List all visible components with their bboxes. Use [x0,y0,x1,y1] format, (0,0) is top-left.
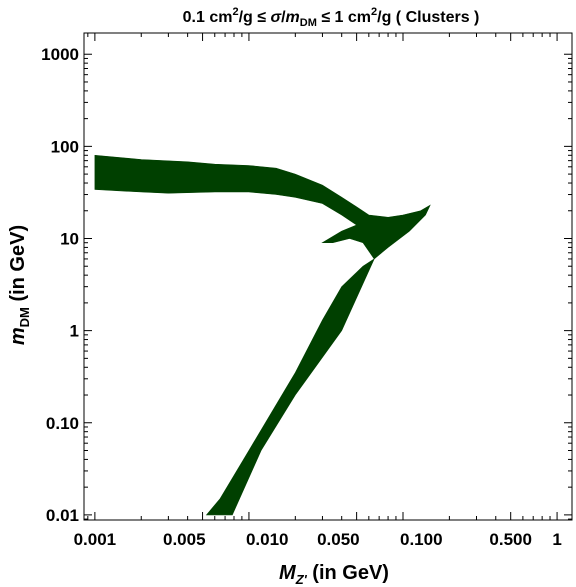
x-tick-label: 0.500 [489,530,532,549]
y-tick-label: 1 [70,322,79,341]
x-axis-title-symbol: M [279,562,297,584]
title-m: m [286,9,300,26]
y-axis-title-sub: DM [17,307,32,327]
allowed-region-lower [205,258,375,516]
x-tick-label: 1 [552,530,561,549]
y-tick-label: 0.01 [46,506,79,525]
y-tick-label: 1000 [41,45,79,64]
y-tick-label: 0.10 [46,414,79,433]
title-upper-exp: 2 [371,6,377,18]
x-axis: 0.001 0.005 0.010 0.050 0.100 0.500 1 [74,33,562,549]
y-axis-title: mDM (in GeV) [7,225,32,345]
title-m-sub: DM [300,17,317,29]
title-sigma: σ [270,9,282,26]
x-tick-label: 0.050 [317,530,360,549]
x-tick-label: 0.100 [400,530,443,549]
x-axis-title: MZ' (in GeV) [279,562,389,587]
y-axis: 0.01 0.10 1 10 100 1000 [41,45,572,525]
chart-title: 0.1 cm2/g ≤ σ/mDM ≤ 1 cm2/g ( Clusters ) [183,6,480,29]
y-axis-title-unit: (in GeV) [7,225,29,307]
title-le: ≤ 1 cm [317,9,371,26]
title-unit-a: /g ≤ [239,9,271,26]
x-tick-label: 0.010 [246,530,289,549]
plot-frame [83,32,573,521]
y-tick-label: 100 [51,137,79,156]
allowed-region-upper [94,154,431,260]
title-tail: /g ( Clusters ) [377,9,479,26]
plot-area [94,154,431,516]
title-lower: 0.1 cm [183,9,233,26]
x-axis-title-sub: Z' [295,572,308,587]
y-axis-title-symbol: m [7,327,29,345]
y-tick-label: 10 [60,229,79,248]
x-tick-label: 0.001 [74,530,117,549]
title-slash: / [281,9,286,26]
x-axis-title-unit: (in GeV) [307,562,389,584]
x-tick-label: 0.005 [163,530,206,549]
title-lower-exp: 2 [232,6,238,18]
